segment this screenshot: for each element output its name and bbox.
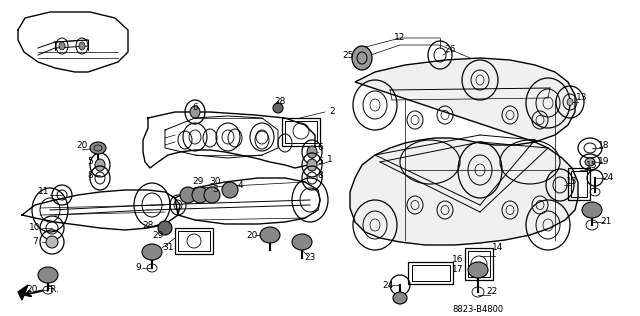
- Text: 20: 20: [246, 230, 258, 240]
- Polygon shape: [18, 285, 28, 300]
- Text: 20: 20: [76, 141, 88, 149]
- Text: 13: 13: [566, 178, 578, 186]
- Text: 8: 8: [87, 171, 93, 179]
- Ellipse shape: [307, 146, 317, 158]
- Ellipse shape: [222, 182, 238, 198]
- Text: 24: 24: [382, 281, 394, 289]
- Text: 5: 5: [87, 157, 93, 167]
- Text: 7: 7: [32, 238, 38, 246]
- Text: FR.: FR.: [45, 285, 59, 295]
- Text: 24: 24: [602, 173, 614, 183]
- Text: 28: 28: [275, 98, 285, 106]
- Text: 3: 3: [212, 185, 218, 195]
- Text: 6: 6: [192, 104, 198, 112]
- Text: 29: 29: [152, 230, 164, 240]
- Ellipse shape: [180, 187, 196, 203]
- Polygon shape: [350, 58, 578, 245]
- Text: 20: 20: [26, 285, 38, 295]
- Bar: [285, 121, 317, 143]
- Ellipse shape: [585, 158, 595, 166]
- Ellipse shape: [468, 262, 488, 278]
- Bar: [568, 168, 590, 200]
- Ellipse shape: [307, 159, 317, 171]
- Ellipse shape: [190, 106, 200, 118]
- Text: 28: 28: [142, 221, 154, 229]
- Bar: [282, 118, 320, 146]
- Ellipse shape: [38, 267, 58, 283]
- Ellipse shape: [352, 46, 372, 70]
- Text: 6: 6: [317, 143, 323, 153]
- Text: 4: 4: [237, 180, 243, 190]
- Bar: [465, 248, 493, 280]
- Text: 8823-B4800: 8823-B4800: [452, 306, 504, 314]
- Text: 19: 19: [598, 157, 610, 167]
- Bar: [175, 228, 213, 254]
- Ellipse shape: [142, 244, 162, 260]
- Ellipse shape: [292, 234, 312, 250]
- Bar: [571, 171, 587, 197]
- Text: 10: 10: [29, 223, 41, 233]
- Ellipse shape: [273, 103, 283, 113]
- Ellipse shape: [582, 202, 602, 218]
- Ellipse shape: [393, 292, 407, 304]
- Bar: [408, 262, 453, 284]
- Text: 18: 18: [598, 141, 610, 149]
- Text: 22: 22: [486, 288, 498, 296]
- Text: 17: 17: [452, 265, 464, 275]
- Ellipse shape: [95, 159, 105, 171]
- Text: 26: 26: [444, 46, 456, 54]
- Ellipse shape: [46, 236, 58, 248]
- Text: 25: 25: [342, 51, 354, 59]
- Text: 13: 13: [576, 94, 588, 102]
- Text: 31: 31: [163, 244, 173, 252]
- Bar: [468, 251, 490, 277]
- Ellipse shape: [90, 142, 106, 154]
- Ellipse shape: [567, 99, 573, 106]
- Text: 16: 16: [452, 256, 464, 264]
- Text: 2: 2: [329, 107, 335, 117]
- Text: 12: 12: [394, 33, 406, 42]
- Text: 1: 1: [327, 155, 333, 165]
- Text: 5: 5: [317, 157, 323, 167]
- Ellipse shape: [204, 187, 220, 203]
- Text: 9: 9: [135, 264, 141, 272]
- Ellipse shape: [260, 227, 280, 243]
- Text: 14: 14: [492, 244, 504, 252]
- Text: 15: 15: [586, 161, 598, 169]
- Text: 21: 21: [600, 217, 612, 227]
- Text: 8: 8: [317, 171, 323, 179]
- Text: 11: 11: [38, 187, 50, 197]
- Text: 30: 30: [209, 178, 221, 186]
- Ellipse shape: [59, 42, 65, 50]
- Ellipse shape: [158, 221, 172, 235]
- Text: 23: 23: [304, 253, 316, 263]
- Ellipse shape: [79, 42, 85, 50]
- Bar: [178, 231, 210, 251]
- Bar: [412, 265, 450, 281]
- Text: 29: 29: [192, 178, 204, 186]
- Ellipse shape: [192, 187, 208, 203]
